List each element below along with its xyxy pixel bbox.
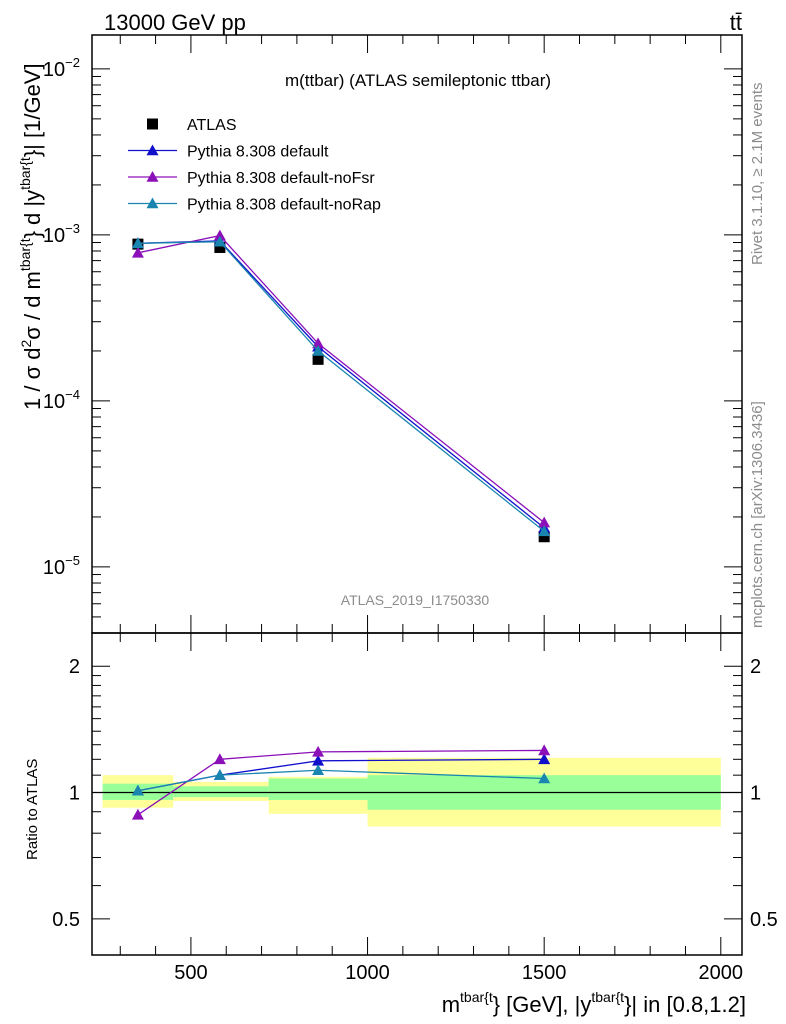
main-y-axis-label: 1 / σ d2σ / d mtbar{t} d |ytbar{t}| [1/G… — [17, 63, 45, 410]
ratio-point-pythia-8-308-default-nofsr — [131, 808, 144, 820]
legend-marker — [147, 118, 158, 130]
x-axis-label: mtbar{t} [GeV], |ytbar{t}| in [0.8,1.2] — [442, 989, 746, 1017]
main-y-ticks: 10−510−410−310−2 — [43, 35, 742, 634]
xlabel-part-e: }| in [0.8,1.2] — [624, 992, 746, 1017]
ylabel-part-d: tbar{t — [17, 238, 33, 271]
legend-marker — [146, 144, 159, 156]
legend: ATLAS Pythia 8.308 default Pythia 8.308 de… — [128, 117, 381, 214]
x-tick-label: 500 — [174, 962, 207, 984]
main-line-pythia-8-308-default — [137, 240, 545, 529]
ylabel-part-a: 1 / σ d — [20, 348, 45, 411]
ratio-point-pythia-8-308-default-nofsr — [213, 753, 226, 765]
main-plot-content — [131, 229, 551, 543]
main-line-pythia-8-308-default-norap — [137, 241, 545, 532]
legend-label: Pythia 8.308 default-noRap — [187, 197, 381, 214]
main-y-tick-exponent: −4 — [65, 387, 80, 402]
ratio-band-stat — [268, 778, 368, 800]
xlabel-part-b: tbar{t — [460, 989, 493, 1005]
ratio-line-pythia-8-308-default-norap — [137, 769, 545, 792]
ratio-panel: 0.5 0.5 1 1 2 2 500 1000 1500 2000 Ratio to ATLA… — [24, 632, 778, 1017]
ratio-y-tick-label-right: 2 — [750, 656, 761, 678]
legend-label: Pythia 8.308 default-noFsr — [187, 170, 375, 187]
main-y-tick-exponent: −3 — [65, 221, 80, 236]
ratio-point-pythia-8-308-default — [538, 753, 551, 765]
main-point-atlas — [538, 531, 550, 543]
header-left: 13000 GeV pp — [104, 10, 246, 35]
ylabel-part-g: }| [1/GeV] — [20, 63, 45, 157]
legend-marker — [146, 197, 159, 209]
main-y-tick-mantissa: 10 — [43, 59, 65, 81]
x-tick-label: 2000 — [699, 962, 744, 984]
ylabel-part-f: tbar{t — [17, 157, 33, 190]
main-y-tick-label: 10−4 — [43, 387, 80, 413]
legend-label: Pythia 8.308 default — [187, 144, 329, 161]
main-y-tick-exponent: −2 — [65, 55, 80, 70]
xlabel-part-a: m — [442, 992, 460, 1017]
ratio-y-tick-label-left: 1 — [69, 783, 80, 805]
main-y-tick-mantissa: 10 — [43, 391, 65, 413]
mcplots-label: mcplots.cern.ch [arXiv:1306.3436] — [749, 401, 766, 628]
x-tick-label: 1500 — [522, 962, 567, 984]
main-y-tick-mantissa: 10 — [43, 557, 65, 579]
main-panel: 10−510−410−310−2 m(ttbar) (ATLAS semilep… — [17, 34, 743, 634]
main-point-atlas — [312, 353, 324, 365]
legend-label: ATLAS — [187, 117, 237, 134]
main-point-pythia-8-308-default-norap — [213, 235, 226, 247]
main-point-pythia-8-308-default-norap — [131, 237, 144, 249]
ylabel-part-c: σ / d m — [20, 271, 45, 340]
ratio-y-tick-label-right: 1 — [750, 783, 761, 805]
main-point-pythia-8-308-default-nofsr — [312, 337, 325, 349]
ratio-point-pythia-8-308-default-nofsr — [312, 745, 325, 757]
ratio-y-ticks: 0.5 0.5 1 1 2 2 — [52, 656, 778, 931]
header-right: tt̄ — [730, 10, 742, 35]
ratio-band-stat — [173, 786, 269, 798]
ylabel-part-b: 2 — [18, 340, 34, 348]
ratio-plot-content — [92, 744, 742, 827]
x-tick-label: 1000 — [345, 962, 390, 984]
ratio-y-tick-label-right: 0.5 — [750, 909, 778, 931]
analysis-watermark: ATLAS_2019_I1750330 — [341, 592, 490, 608]
ratio-point-pythia-8-308-default-norap — [538, 772, 551, 784]
ratio-point-pythia-8-308-default-nofsr — [538, 744, 551, 756]
main-point-pythia-8-308-default-nofsr — [538, 516, 551, 528]
main-y-tick-mantissa: 10 — [43, 225, 65, 247]
main-line-pythia-8-308-default-nofsr — [137, 234, 545, 524]
rivet-label: Rivet 3.1.10, ≥ 2.1M events — [749, 83, 766, 266]
ratio-point-pythia-8-308-default-norap — [213, 769, 226, 780]
main-y-tick-label: 10−5 — [43, 553, 80, 579]
main-y-tick-label: 10−2 — [43, 55, 80, 81]
main-y-tick-exponent: −5 — [65, 553, 80, 568]
ratio-point-pythia-8-308-default-norap — [312, 764, 325, 776]
main-point-atlas — [214, 241, 226, 253]
ratio-y-tick-label-left: 2 — [69, 656, 80, 678]
main-title: m(ttbar) (ATLAS semileptonic ttbar) — [285, 71, 551, 90]
main-y-tick-label: 10−3 — [43, 221, 80, 247]
main-point-pythia-8-308-default-norap — [538, 525, 551, 537]
ratio-y-axis-label: Ratio to ATLAS — [24, 759, 41, 860]
ratio-line-pythia-8-308-default-nofsr — [137, 749, 545, 816]
ratio-point-pythia-8-308-default-norap — [131, 784, 144, 796]
xlabel-part-c: } [GeV], |y — [493, 992, 592, 1017]
ratio-point-pythia-8-308-default — [312, 754, 325, 766]
ratio-x-ticks: 500 1000 1500 2000 — [119, 633, 744, 984]
main-point-pythia-8-308-default-nofsr — [213, 229, 226, 241]
legend-marker — [146, 171, 159, 182]
main-point-pythia-8-308-default-nofsr — [131, 246, 144, 258]
main-point-pythia-8-308-default-norap — [312, 344, 325, 356]
ratio-frame — [91, 632, 743, 956]
xlabel-part-d: tbar{t — [591, 989, 624, 1005]
ylabel-part-e: } d |y — [20, 190, 45, 239]
ratio-y-tick-label-left: 0.5 — [52, 909, 80, 931]
